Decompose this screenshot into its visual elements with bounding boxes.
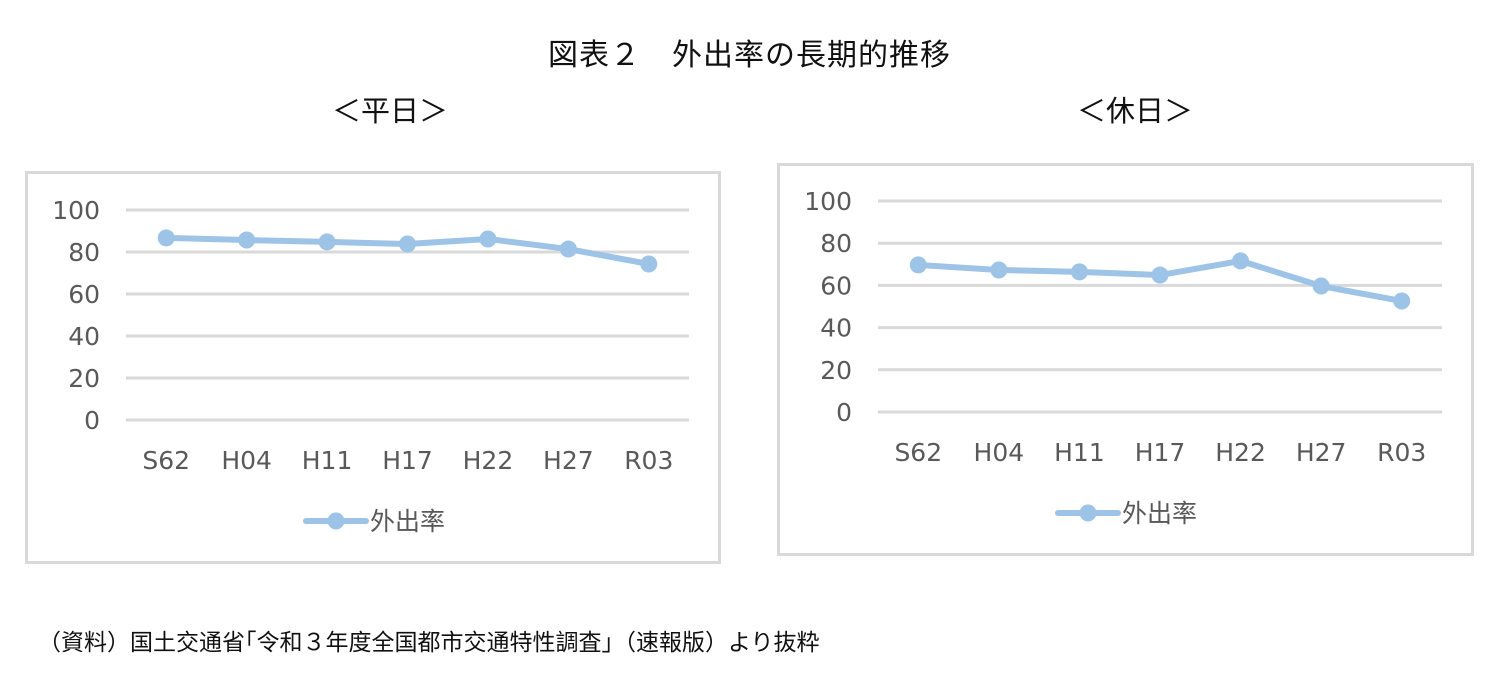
x-tick-label: H27 (1296, 438, 1347, 467)
y-tick-label: 60 (820, 271, 852, 300)
weekday-chart: 0 20 40 60 80 100 S62 H04 H11 H17 H22 H27 R03 外出率 (25, 171, 721, 564)
data-point-marker (909, 256, 927, 274)
x-tick-label: H17 (1135, 438, 1186, 467)
legend-label: 外出率 (1122, 499, 1197, 528)
data-point-marker (479, 230, 497, 248)
legend-label: 外出率 (370, 507, 445, 536)
weekday-chart-plot: 0 20 40 60 80 100 S62 H04 H11 H17 H22 H27 R03 外出率 (52, 196, 689, 536)
data-point-marker (1232, 252, 1250, 270)
x-tick-label: H11 (1054, 438, 1105, 467)
data-point-marker (238, 231, 256, 249)
data-point-marker (1151, 266, 1169, 284)
x-tick-label: H11 (302, 446, 353, 475)
source-note: （資料）国土交通省｢令和３年度全国都市交通特性調査｣（速報版）より抜粋 (38, 630, 820, 656)
y-tick-label: 0 (84, 406, 100, 435)
legend-marker-icon (1079, 504, 1097, 522)
y-tick-label: 40 (68, 322, 100, 351)
x-tick-label: R03 (1377, 438, 1426, 467)
data-point-marker (157, 229, 175, 247)
data-point-marker (1070, 263, 1088, 281)
x-tick-label: R03 (624, 446, 673, 475)
x-tick-label: H27 (543, 446, 594, 475)
data-point-marker (318, 233, 336, 251)
holiday-chart: 0 20 40 60 80 100 S62 H04 H11 H17 H22 H27 R03 外出率 (777, 163, 1474, 556)
data-point-marker (1393, 292, 1411, 310)
data-point-marker (640, 255, 658, 273)
data-point-marker (1312, 277, 1330, 295)
x-tick-label: H17 (382, 446, 433, 475)
x-tick-label: H04 (221, 446, 272, 475)
weekday-chart-title: ＜平日＞ (331, 94, 448, 128)
holiday-chart-plot: 0 20 40 60 80 100 S62 H04 H11 H17 H22 H27 R03 外出率 (804, 187, 1442, 528)
x-tick-label: H22 (463, 446, 514, 475)
y-tick-label: 20 (820, 356, 852, 385)
data-point-marker (559, 240, 577, 258)
x-tick-label: S62 (894, 438, 942, 467)
holiday-chart-title: ＜休日＞ (1076, 94, 1193, 128)
y-tick-label: 0 (836, 398, 852, 427)
y-tick-label: 80 (68, 238, 100, 267)
x-tick-label: H04 (974, 438, 1025, 467)
legend-marker-icon (327, 512, 345, 530)
page-title: 図表２ 外出率の長期的推移 (548, 38, 951, 73)
x-tick-label: S62 (142, 446, 190, 475)
y-tick-label: 40 (820, 314, 852, 343)
y-tick-label: 80 (820, 229, 852, 258)
y-tick-label: 100 (52, 196, 100, 225)
data-point-marker (990, 261, 1008, 279)
y-tick-label: 20 (68, 364, 100, 393)
x-tick-label: H22 (1215, 438, 1266, 467)
data-point-marker (399, 235, 416, 253)
y-tick-label: 100 (804, 187, 852, 216)
y-tick-label: 60 (68, 280, 100, 309)
